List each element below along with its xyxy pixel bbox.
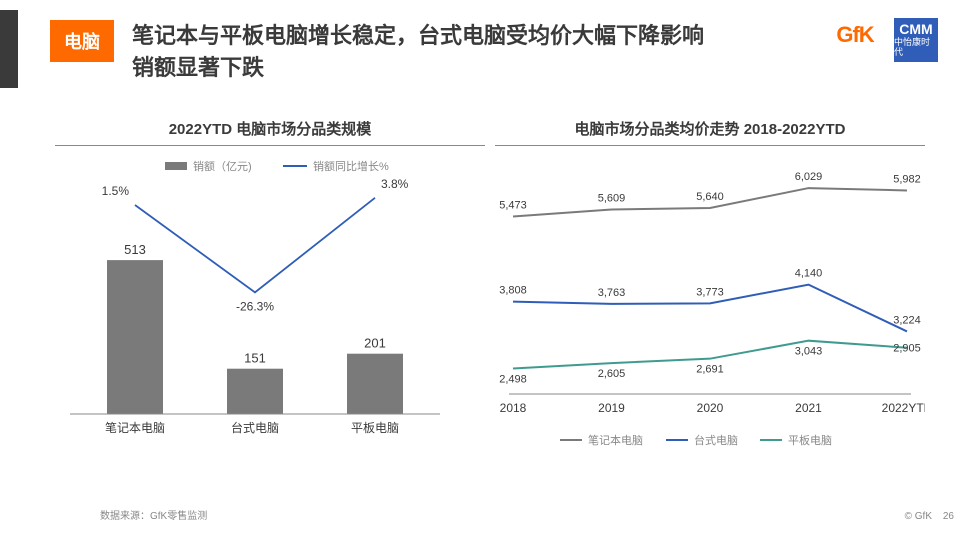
copyright-text: © GfK — [905, 511, 932, 522]
svg-text:3,043: 3,043 — [795, 346, 823, 358]
right-chart: 电脑市场分品类均价走势 2018-2022YTD 2018 2019 2020 202… — [495, 118, 925, 485]
svg-text:2,498: 2,498 — [499, 374, 527, 386]
svg-text:2022YTD: 2022YTD — [882, 401, 925, 415]
category-tag: 电脑 — [50, 20, 114, 62]
svg-text:-26.3%: -26.3% — [236, 299, 274, 313]
svg-text:513: 513 — [124, 242, 146, 257]
page-title: 笔记本与平板电脑增长稳定，台式电脑受均价大幅下降影响 销额显著下跌 — [132, 20, 704, 84]
source-text: 数据来源：GfK零售监测 — [100, 507, 207, 522]
svg-text:销额同比增长%: 销额同比增长% — [313, 159, 389, 173]
page-number: 26 — [943, 511, 954, 522]
svg-text:销额（亿元): 销额（亿元) — [193, 159, 252, 173]
svg-text:平板电脑: 平板电脑 — [351, 421, 399, 435]
svg-text:3,763: 3,763 — [598, 287, 626, 299]
svg-text:台式电脑: 台式电脑 — [694, 433, 738, 447]
svg-text:3,808: 3,808 — [499, 285, 527, 297]
sidebar-accent — [0, 10, 18, 88]
svg-text:3,224: 3,224 — [893, 314, 921, 326]
svg-text:3.8%: 3.8% — [381, 177, 409, 191]
cmm-logo-bottom: 中怡康时代 — [894, 38, 938, 58]
svg-text:2,605: 2,605 — [598, 368, 626, 380]
logos: GfK CMM 中怡康时代 — [826, 18, 938, 62]
svg-text:201: 201 — [364, 336, 386, 351]
svg-text:2019: 2019 — [598, 401, 625, 415]
svg-text:2018: 2018 — [500, 401, 527, 415]
cmm-logo: CMM 中怡康时代 — [894, 18, 938, 62]
right-chart-title: 电脑市场分品类均价走势 2018-2022YTD — [495, 118, 925, 146]
header: 电脑 笔记本与平板电脑增长稳定，台式电脑受均价大幅下降影响 销额显著下跌 — [50, 20, 830, 84]
charts-row: 2022YTD 电脑市场分品类规模 销额（亿元) 销额同比增长% 513 笔记本电脑 1… — [55, 118, 925, 485]
cmm-logo-top: CMM — [899, 22, 932, 37]
svg-text:2,691: 2,691 — [696, 364, 724, 376]
gfk-logo: GfK — [826, 18, 884, 52]
svg-text:2,905: 2,905 — [893, 343, 921, 355]
svg-text:台式电脑: 台式电脑 — [231, 420, 279, 435]
left-chart: 2022YTD 电脑市场分品类规模 销额（亿元) 销额同比增长% 513 笔记本电脑 1… — [55, 118, 485, 485]
svg-text:笔记本电脑: 笔记本电脑 — [105, 420, 165, 435]
svg-text:151: 151 — [244, 351, 266, 366]
svg-text:5,982: 5,982 — [893, 173, 921, 185]
svg-text:笔记本电脑: 笔记本电脑 — [588, 433, 643, 447]
svg-text:5,609: 5,609 — [598, 193, 626, 205]
svg-text:6,029: 6,029 — [795, 171, 823, 183]
title-line-2: 销额显著下跌 — [132, 55, 264, 80]
svg-text:2021: 2021 — [795, 401, 822, 415]
right-chart-svg: 2018 2019 2020 2021 2022YTD 5,473 5,609 5,640 6,… — [495, 154, 925, 454]
svg-text:平板电脑: 平板电脑 — [788, 433, 832, 447]
svg-text:2020: 2020 — [697, 401, 724, 415]
svg-text:5,473: 5,473 — [499, 199, 527, 211]
svg-text:1.5%: 1.5% — [102, 184, 130, 198]
title-line-1: 笔记本与平板电脑增长稳定，台式电脑受均价大幅下降影响 — [132, 23, 704, 48]
svg-text:3,773: 3,773 — [696, 286, 724, 298]
svg-text:4,140: 4,140 — [795, 268, 823, 280]
left-chart-svg: 销额（亿元) 销额同比增长% 513 笔记本电脑 151 台式电脑 201 平板电脑 1.5% -… — [55, 154, 455, 454]
left-chart-title: 2022YTD 电脑市场分品类规模 — [55, 118, 485, 146]
svg-text:5,640: 5,640 — [696, 191, 724, 203]
